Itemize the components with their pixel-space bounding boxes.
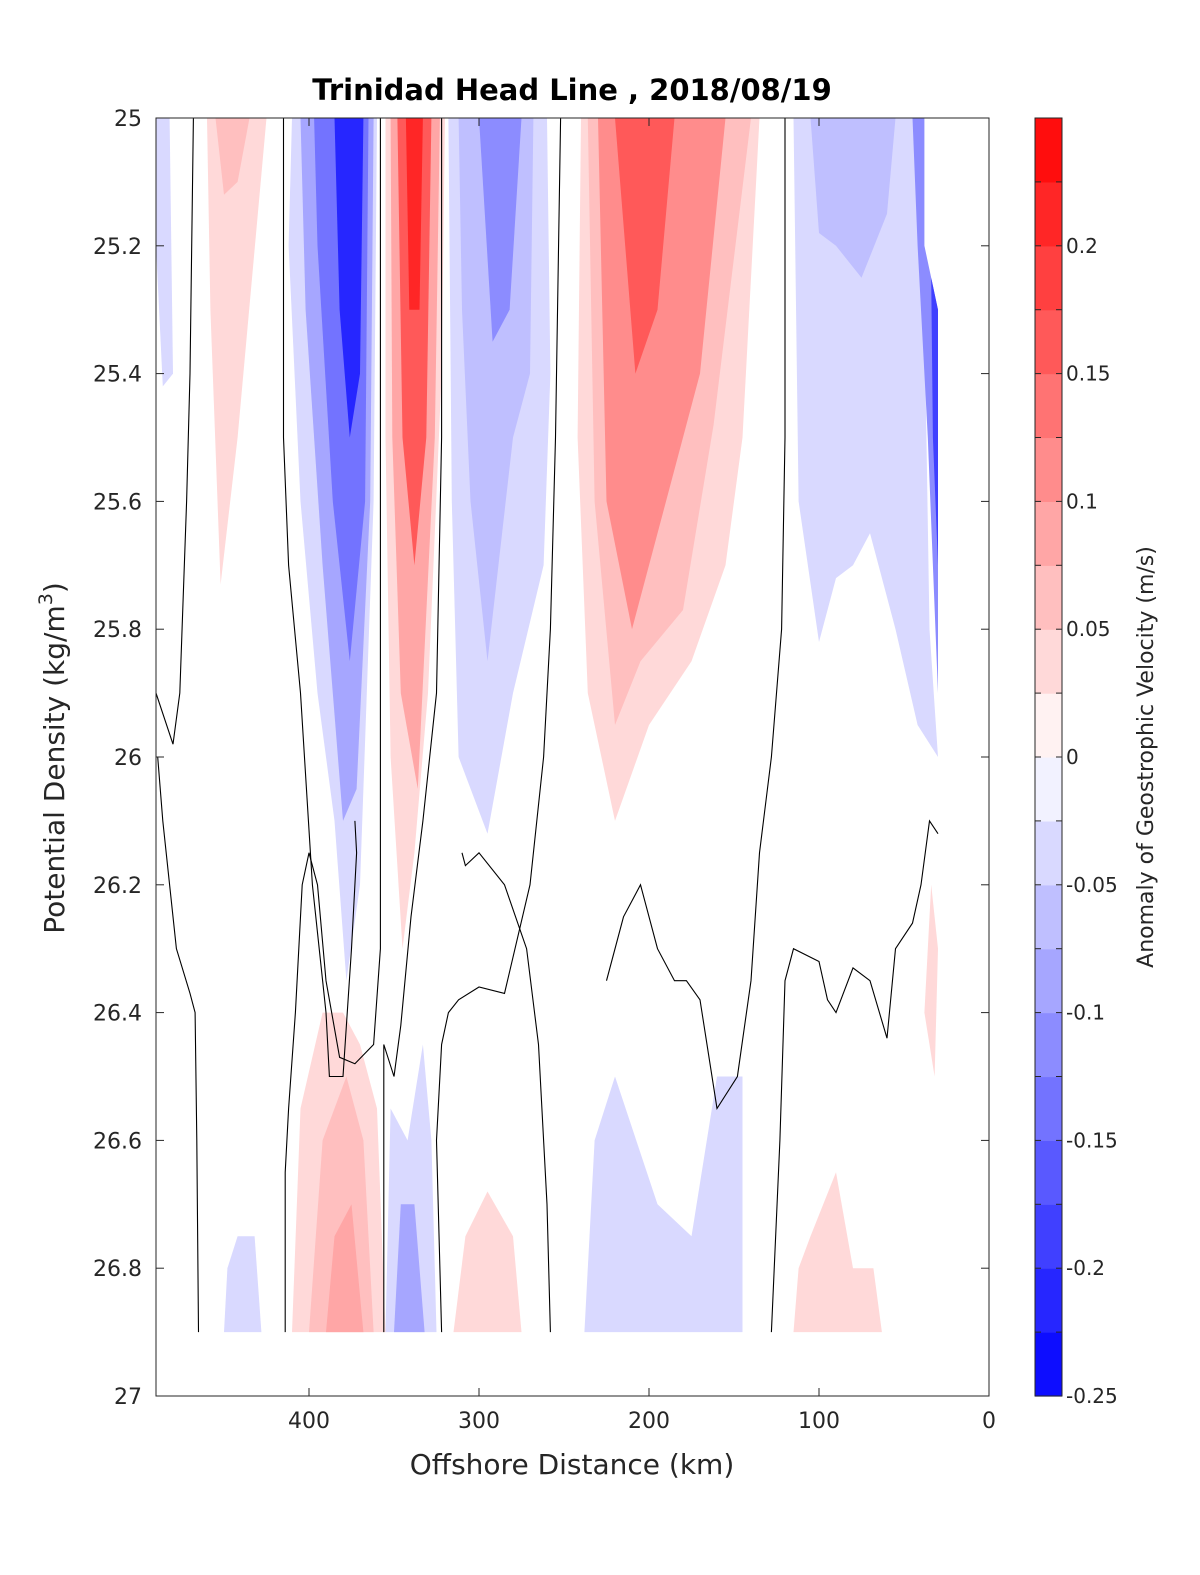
colorbar-segment [1035, 884, 1062, 950]
velocity-region-0 [156, 118, 173, 387]
y-axis-title-close: ) [38, 582, 71, 593]
velocity-region-20 [912, 118, 938, 694]
velocity-region-13 [479, 118, 522, 342]
colorbar-title: Anomaly of Geostrophic Velocity (m/s) [1134, 546, 1159, 968]
zero-contour-layer [156, 118, 939, 1333]
colorbar-tick-label: 0.15 [1066, 362, 1111, 386]
y-tick-label: 27 [114, 1385, 142, 1410]
zero-contour-4 [383, 118, 443, 1333]
zero-contour-3 [284, 118, 381, 1333]
y-tick-label: 25.4 [93, 363, 142, 388]
y-tick-label: 26 [114, 746, 142, 771]
velocity-region-12 [458, 118, 534, 662]
zero-contour-5 [435, 118, 562, 1333]
x-axis-title: Offshore Distance (km) [410, 1448, 735, 1481]
colorbar-segment [1035, 1076, 1062, 1141]
zero-contour-7 [605, 118, 786, 1111]
colorbar-tick-label: -0.15 [1066, 1128, 1118, 1152]
velocity-region-31 [924, 884, 938, 1077]
zero-contour-8 [770, 819, 939, 1333]
velocity-region-10 [405, 118, 423, 310]
colorbar-segment [1035, 373, 1062, 439]
velocity-region-9 [397, 118, 432, 566]
y-tick-label: 25.6 [93, 490, 142, 515]
colorbar-segment [1035, 309, 1062, 375]
colorbar-segment [1035, 118, 1062, 183]
velocity-region-21 [931, 277, 938, 566]
velocity-region-30 [793, 1172, 882, 1333]
y-tick-label: 25 [114, 107, 142, 132]
colorbar-segment [1035, 1140, 1062, 1205]
colorbar-frame [1034, 117, 1063, 1397]
colorbar-segment [1035, 693, 1062, 758]
colorbar-segment [1035, 1332, 1062, 1397]
colorbar-tick-label: 0 [1066, 745, 1079, 769]
chart-title: Trinidad Head Line , 2018/08/19 [312, 73, 832, 107]
velocity-region-28 [584, 1076, 743, 1333]
colorbar-segment [1035, 565, 1062, 630]
zero-contour-0 [156, 118, 194, 745]
y-axis-title-main: Potential Density (kg/m [38, 605, 71, 934]
colorbar-segment [1035, 948, 1062, 1014]
colorbar-segment [1035, 437, 1062, 502]
y-axis-title-sup: 3 [35, 593, 57, 605]
velocity-region-18 [793, 118, 938, 757]
zero-contour-6 [461, 851, 551, 1333]
zero-contour-1 [157, 756, 200, 1333]
colorbar-segment [1035, 1204, 1062, 1269]
colorbar-tick-label: -0.2 [1066, 1256, 1105, 1280]
colorbar-segment [1035, 1012, 1062, 1078]
velocity-region-27 [453, 1191, 522, 1333]
velocity-region-6 [334, 118, 364, 438]
velocity-fill-layer [156, 118, 938, 1333]
y-tick-label: 26.8 [93, 1257, 142, 1282]
velocity-region-29 [224, 1236, 262, 1333]
y-tick-label: 25.2 [93, 235, 142, 260]
colorbar-tick-label: 0.1 [1066, 489, 1098, 513]
x-tick-label: 400 [288, 1409, 330, 1434]
colorbar-tick-label: -0.1 [1066, 1001, 1105, 1025]
velocity-region-1 [207, 118, 267, 585]
y-axis-title: Potential Density (kg/m3) [35, 582, 71, 934]
velocity-region-24 [326, 1204, 364, 1333]
zero-contour-2 [282, 118, 358, 1078]
x-tick-label: 0 [982, 1409, 996, 1434]
colorbar-segment [1035, 245, 1062, 311]
colorbar-segment [1035, 757, 1062, 822]
y-tick-label: 25.8 [93, 618, 142, 643]
x-tick-label: 300 [458, 1409, 500, 1434]
x-tick-label: 100 [798, 1409, 840, 1434]
colorbar-tick-label: 0.2 [1066, 234, 1098, 258]
y-tick-label: 26.6 [93, 1129, 142, 1154]
colorbar-tick-label: -0.25 [1066, 1384, 1118, 1408]
colorbar-segment [1035, 181, 1062, 247]
colorbar-segment [1035, 501, 1062, 566]
velocity-region-19 [810, 118, 896, 278]
y-tick-label: 26.4 [93, 1002, 142, 1027]
velocity-region-17 [615, 118, 675, 374]
colorbar-segment [1035, 1268, 1062, 1333]
colorbar-tick-label: 0.05 [1066, 617, 1111, 641]
velocity-region-2 [215, 118, 250, 195]
y-tick-label: 26.2 [93, 874, 142, 899]
velocity-region-23 [309, 1076, 374, 1333]
axis-ticks: 400 300 200 100 0 25 25.2 25.4 25.6 25.8 26 26.2 26.… [93, 107, 996, 1434]
colorbar-segment [1035, 629, 1062, 694]
colorbar-segment [1035, 820, 1062, 886]
colorbar-tick-label: -0.05 [1066, 873, 1118, 897]
velocity-region-26 [394, 1204, 425, 1333]
colorbar: 0.2 0.15 0.1 0.05 0 -0.05 -0.1 -0.15 -0.2 -0.25 [1035, 117, 1118, 1408]
x-tick-label: 200 [628, 1409, 670, 1434]
